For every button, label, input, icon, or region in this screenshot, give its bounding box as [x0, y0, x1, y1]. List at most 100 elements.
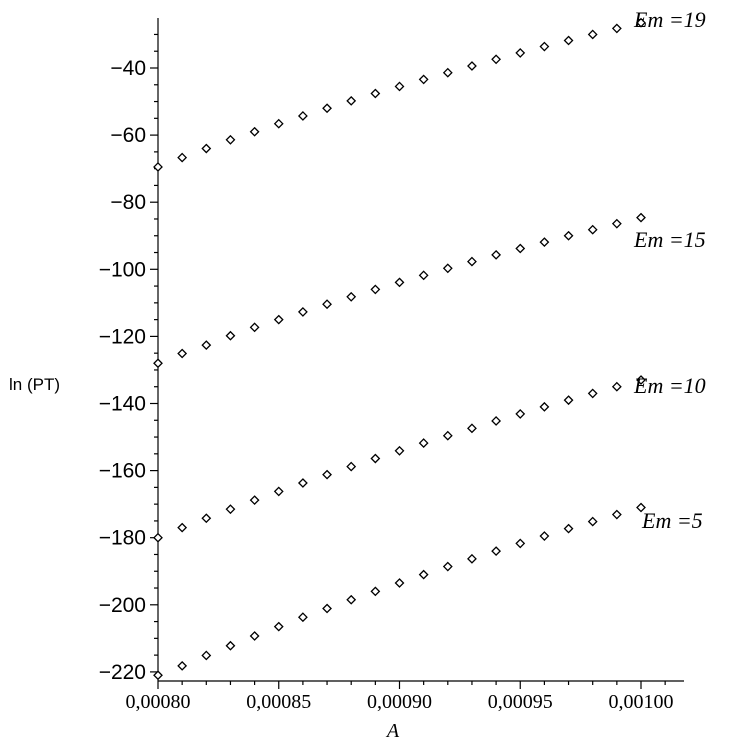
x-tick-label: 0,00080	[126, 691, 191, 713]
data-point	[273, 486, 284, 497]
data-point	[491, 416, 502, 426]
data-point	[153, 358, 163, 369]
y-axis-label: ln (PT)	[9, 375, 60, 394]
data-point	[636, 375, 646, 385]
data-point	[225, 504, 236, 515]
data-point	[297, 111, 308, 121]
data-point	[491, 249, 502, 260]
y-tick-label: −140	[99, 393, 146, 416]
data-point	[153, 532, 163, 543]
y-tick-label: −220	[99, 661, 146, 684]
data-point	[297, 306, 308, 317]
data-point	[563, 230, 574, 241]
data-markers	[153, 17, 646, 681]
data-point	[442, 430, 453, 441]
data-point	[346, 291, 357, 302]
x-tick-label: 0,00095	[488, 691, 553, 713]
data-point	[587, 224, 598, 235]
data-point	[225, 330, 236, 341]
data-point	[273, 621, 284, 632]
x-tick-label: 0,00090	[367, 691, 432, 713]
data-point	[636, 502, 646, 513]
series-labels: Em =19 Em =15 Em =10 Em =5	[633, 7, 706, 533]
x-ticks: 0,00080 0,00085 0,00090 0,00095 0,00100	[126, 681, 674, 713]
data-point	[346, 594, 357, 605]
data-point	[249, 126, 260, 137]
data-point	[515, 47, 526, 58]
data-point	[322, 469, 332, 480]
data-point	[587, 388, 598, 399]
series-markers	[153, 17, 646, 172]
y-tick-label: −120	[99, 325, 146, 348]
data-point	[394, 578, 405, 588]
data-point	[636, 212, 646, 223]
series-markers	[153, 502, 646, 681]
axes	[157, 18, 684, 682]
data-point	[611, 218, 622, 229]
data-point	[322, 103, 332, 114]
data-point	[394, 81, 405, 92]
data-point	[297, 612, 308, 623]
y-tick-label: −180	[99, 527, 146, 550]
data-point	[297, 478, 308, 488]
data-point	[418, 270, 429, 281]
y-tick-label: −40	[110, 57, 146, 80]
data-point	[467, 256, 477, 267]
data-point	[370, 88, 381, 99]
y-tick-label: −160	[99, 460, 146, 483]
data-point	[201, 650, 212, 661]
x-axis-label: A	[385, 720, 400, 742]
data-point	[442, 67, 453, 78]
data-point	[153, 670, 163, 681]
data-point	[515, 408, 526, 419]
x-tick-label: 0,00085	[246, 691, 311, 713]
y-tick-label: −200	[99, 594, 146, 617]
data-point	[467, 423, 477, 434]
data-point	[611, 23, 622, 34]
data-point	[249, 631, 260, 641]
data-point	[322, 603, 332, 614]
data-point	[346, 95, 357, 106]
data-point	[563, 35, 574, 46]
series-label: Em =15	[633, 227, 706, 252]
data-point	[539, 531, 550, 541]
data-point	[467, 61, 477, 71]
y-tick-label: −100	[99, 258, 146, 281]
data-point	[563, 523, 574, 534]
data-point	[273, 118, 284, 129]
data-point	[201, 143, 212, 154]
data-point	[177, 522, 188, 533]
data-point	[394, 445, 405, 456]
data-point	[322, 299, 332, 310]
data-point	[587, 516, 598, 527]
x-tick-label: 0,00100	[609, 691, 674, 713]
data-point	[201, 513, 212, 524]
data-point	[539, 237, 550, 248]
data-point	[515, 538, 526, 549]
series-markers	[153, 212, 646, 369]
series-label: Em =5	[641, 508, 703, 533]
series-markers	[153, 375, 646, 543]
data-point	[370, 453, 381, 464]
data-point	[587, 29, 598, 40]
data-point	[201, 340, 212, 351]
data-point	[394, 277, 405, 288]
data-point	[418, 438, 429, 449]
y-tick-label: −80	[110, 191, 146, 214]
data-point	[418, 569, 429, 580]
data-point	[225, 640, 236, 651]
data-point	[515, 243, 526, 254]
series-label: Em =10	[633, 373, 706, 398]
data-point	[153, 162, 163, 172]
data-point	[467, 553, 477, 564]
data-point	[249, 495, 260, 506]
data-point	[177, 152, 188, 163]
data-point	[539, 401, 550, 412]
data-point	[442, 561, 453, 572]
data-point	[539, 41, 550, 52]
series-label: Em =19	[633, 7, 706, 32]
data-point	[418, 74, 429, 85]
data-point	[636, 17, 646, 28]
data-point	[346, 461, 357, 472]
